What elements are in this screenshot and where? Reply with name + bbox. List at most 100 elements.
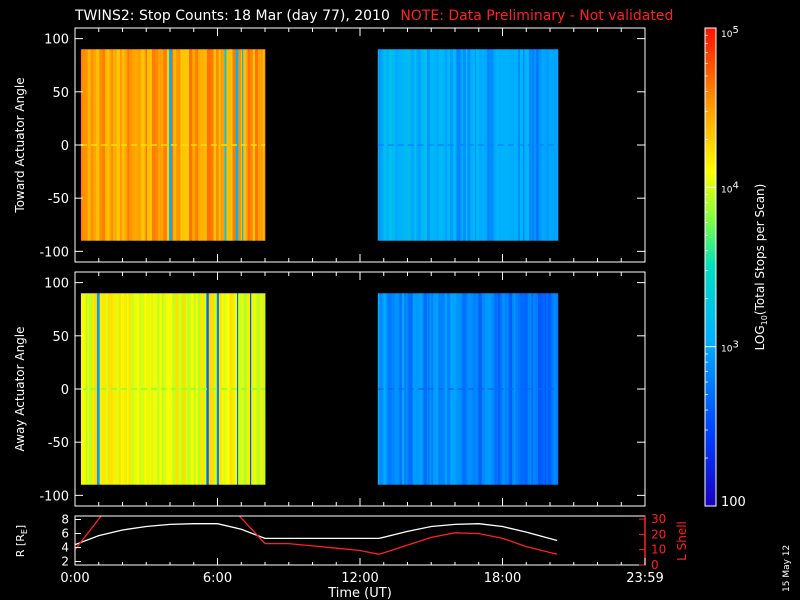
colorbar-tick-label: 100	[721, 495, 746, 510]
toward-count-stripe	[159, 49, 161, 241]
toward-count-stripe	[462, 49, 467, 241]
colorbar-label-rest: (Total Stops per Scan)	[753, 184, 767, 315]
toward-count-stripe	[218, 49, 222, 241]
toward-count-stripe	[484, 49, 488, 241]
away-count-stripe	[433, 293, 437, 485]
away-count-stripe	[127, 293, 129, 485]
colorbar-scale	[704, 27, 717, 507]
toward-count-stripe	[119, 49, 123, 241]
toward-count-stripe	[414, 49, 417, 241]
away-count-stripe	[404, 293, 407, 485]
away-count-stripe	[474, 293, 478, 485]
l-shell-y-tick-label: 10	[651, 543, 666, 557]
toward-count-stripe	[127, 49, 130, 241]
away-y-tick-label: -50	[48, 436, 69, 451]
away-count-stripe	[89, 293, 93, 485]
toward-count-stripe	[465, 49, 468, 241]
away-count-stripe	[543, 293, 546, 485]
away-count-stripe	[157, 293, 160, 485]
r-y-tick-label: 2	[61, 555, 69, 569]
toward-count-stripe	[534, 49, 537, 241]
away-count-stripe	[197, 293, 201, 485]
toward-count-stripe	[383, 49, 387, 241]
l-shell-y-tick-label: 20	[651, 527, 666, 541]
colorbar-label: LOG10(Total Stops per Scan)	[753, 184, 769, 351]
away-count-stripe	[238, 293, 240, 485]
colorbar-tick-base: 10	[721, 185, 733, 195]
away-count-stripe	[128, 293, 132, 485]
away-count-stripe	[107, 293, 112, 485]
away-count-stripe	[256, 293, 258, 485]
toward-count-stripe	[495, 49, 498, 241]
away-count-stripe	[167, 293, 170, 485]
colorbar-tick-exponent: 3	[732, 340, 738, 351]
toward-count-stripe	[206, 49, 211, 241]
r-y-tick-label: 8	[61, 513, 69, 527]
colorbar-label-main: LOG	[753, 325, 767, 350]
toward-count-stripe	[395, 49, 399, 241]
away-count-stripe	[455, 293, 457, 485]
away-count-stripe	[227, 293, 230, 485]
colorbar-label-subscript: 10	[760, 315, 769, 325]
away-count-stripe	[206, 293, 210, 485]
away-count-stripe	[444, 293, 448, 485]
toward-count-stripe	[502, 49, 506, 241]
toward-count-stripe	[516, 49, 519, 241]
away-count-stripe	[136, 293, 140, 485]
toward-count-stripe	[116, 49, 121, 241]
orbit-axes-frame	[74, 515, 646, 566]
away-count-stripe	[415, 293, 420, 485]
toward-count-stripe	[185, 49, 190, 241]
away-count-stripe	[425, 293, 428, 485]
l-shell-axis-label: L Shell	[675, 521, 689, 561]
toward-count-stripe	[544, 49, 547, 241]
away-count-stripe	[526, 293, 528, 485]
r-axis-label-close: ]	[14, 525, 27, 529]
away-count-stripe	[138, 293, 142, 485]
colorbar-tick-label: 104	[721, 180, 739, 195]
toward-count-stripe	[226, 49, 230, 241]
toward-count-stripe	[552, 49, 556, 241]
toward-count-stripe	[524, 49, 527, 241]
toward-count-stripe	[198, 49, 200, 241]
toward-count-stripe	[536, 49, 538, 241]
away-count-stripe	[423, 293, 427, 485]
x-axis-label: Time (UT)	[327, 586, 392, 600]
away-data-block-1	[80, 293, 266, 485]
toward-count-stripe	[149, 49, 153, 241]
toward-count-stripe	[177, 49, 181, 241]
away-count-stripe	[554, 293, 558, 485]
toward-count-stripe	[404, 49, 408, 241]
away-count-stripe	[178, 293, 182, 485]
away-count-stripe	[493, 293, 496, 485]
r-axis-label-main: R [R	[14, 534, 27, 557]
toward-count-stripe	[453, 49, 457, 241]
x-tick-label: 6:00	[203, 571, 232, 586]
x-tick-label: 23:59	[626, 571, 663, 586]
toward-count-stripe	[169, 49, 173, 241]
toward-count-stripe	[246, 49, 249, 241]
toward-count-stripe	[189, 49, 193, 241]
toward-y-tick-label: 50	[52, 86, 69, 101]
toward-count-stripe	[493, 49, 496, 241]
x-tick-label: 18:00	[484, 571, 521, 586]
toward-y-axis-label: Toward Actuator Angle	[13, 77, 27, 213]
away-count-stripe	[465, 293, 469, 485]
away-count-stripe	[208, 293, 212, 485]
toward-count-stripe	[155, 49, 159, 241]
toward-count-stripe	[546, 49, 549, 241]
toward-y-tick-label: -100	[39, 245, 69, 260]
toward-count-stripe	[87, 49, 91, 241]
toward-count-stripe	[137, 49, 140, 241]
toward-count-stripe	[392, 49, 396, 241]
away-y-axis-label: Away Actuator Angle	[13, 326, 27, 451]
toward-count-stripe	[443, 49, 446, 241]
away-count-stripe	[435, 293, 439, 485]
away-count-stripe	[485, 293, 488, 485]
away-count-stripe	[513, 293, 516, 485]
away-count-stripe	[532, 293, 536, 485]
away-data-block-2	[377, 293, 559, 485]
toward-y-tick-label: 0	[61, 139, 69, 154]
